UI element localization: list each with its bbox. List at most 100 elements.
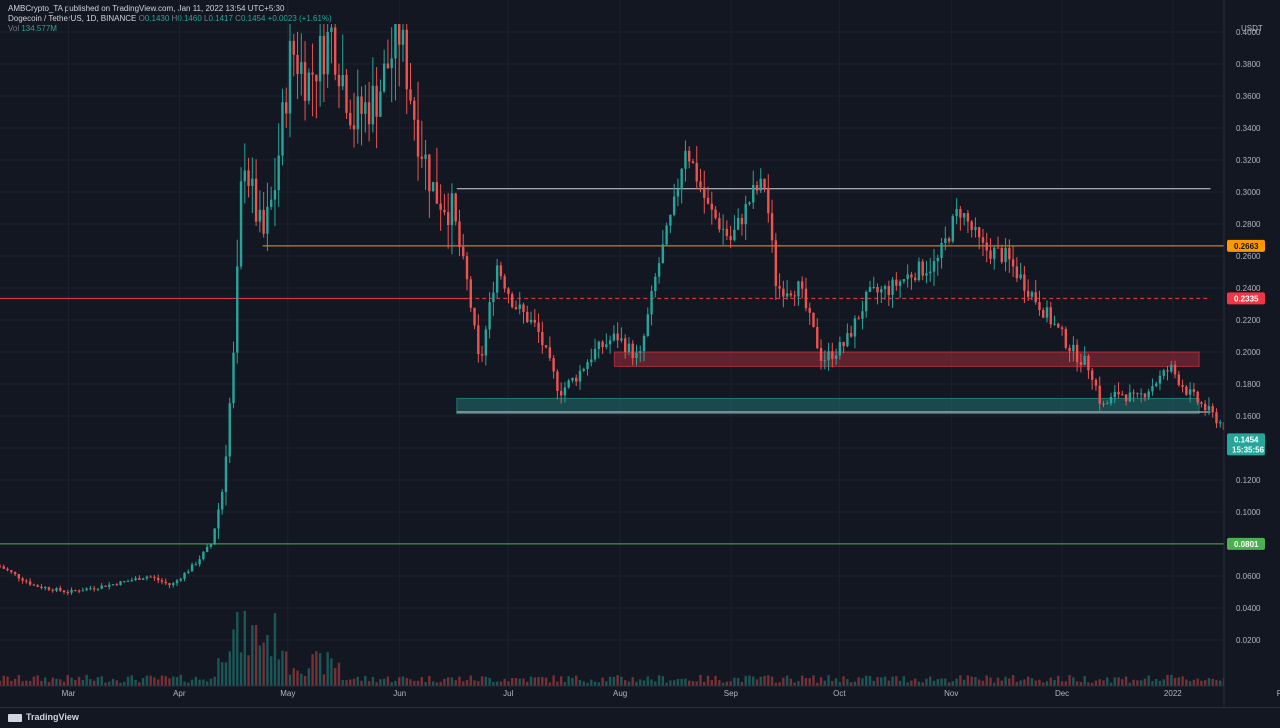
price-chart[interactable]: 0.4000 0.3800 0.3600 0.3400 0.3200 0.3000 0.28… <box>0 0 1280 707</box>
candle-body <box>469 279 472 308</box>
candle-body <box>642 335 646 352</box>
volume-bar <box>1203 680 1207 686</box>
candle-body <box>160 580 164 582</box>
candle-body <box>352 125 356 130</box>
candle-body <box>1019 274 1022 279</box>
candle-body <box>1113 391 1116 397</box>
candle-body <box>1124 394 1128 402</box>
volume-bar <box>684 678 687 686</box>
candle-body <box>563 387 567 396</box>
volume-bar <box>1075 681 1079 686</box>
volume-bar <box>77 676 81 686</box>
candle-body <box>269 199 273 207</box>
candle-body <box>183 572 186 579</box>
volume-bar <box>401 676 405 686</box>
candle-body <box>420 156 424 159</box>
volume-bar <box>563 682 567 686</box>
volume-bar <box>571 677 574 686</box>
price-tag-label: 0.0801 <box>1234 540 1259 549</box>
candle-body <box>477 325 480 355</box>
volume-bar <box>130 675 134 686</box>
volume-bar <box>706 675 710 686</box>
volume-bar <box>21 681 24 686</box>
candle-body <box>1057 323 1060 328</box>
volume-bar <box>1045 681 1049 686</box>
volume-bar <box>51 677 54 686</box>
candle-body <box>729 236 732 241</box>
candle-body <box>1211 406 1214 413</box>
candle-body <box>1151 385 1154 392</box>
candle-body <box>808 308 811 313</box>
volume-bar <box>514 677 518 686</box>
candle-body <box>857 318 860 320</box>
volume-bar <box>936 679 939 686</box>
candle-body <box>311 72 314 75</box>
candle-body <box>1219 422 1222 424</box>
candle-body <box>382 63 386 92</box>
candle-body <box>360 96 363 114</box>
volume-bar <box>729 681 732 686</box>
volume-bar <box>989 677 992 686</box>
volume-bar <box>1094 680 1098 686</box>
candle-body <box>962 213 966 218</box>
volume-bar <box>970 676 973 686</box>
candle-body <box>578 370 582 382</box>
candle-body <box>631 343 634 359</box>
time-tick-label: Dec <box>1055 689 1069 698</box>
volume-bar <box>281 650 284 686</box>
candle-body <box>657 263 661 277</box>
volume-bar <box>62 681 66 686</box>
candle-body <box>296 54 299 74</box>
candle-body <box>1166 370 1169 372</box>
volume-bar <box>251 625 254 686</box>
time-axis[interactable]: Mar Apr May Jun Jul Aug Sep Oct Nov Dec 2022 Feb <box>62 689 1280 698</box>
candle-body <box>239 181 243 267</box>
volume-bar <box>126 676 130 686</box>
volume-bar <box>70 677 73 686</box>
candle-body <box>552 358 555 372</box>
volume-bar <box>853 681 857 686</box>
volume-bar <box>831 681 834 686</box>
volume-bar <box>816 682 819 686</box>
tradingview-logo[interactable]: TradingView <box>8 712 79 722</box>
candle-body <box>936 257 939 262</box>
candle-body <box>1079 362 1083 365</box>
candle-body <box>744 203 747 225</box>
candle-body <box>2 566 5 569</box>
candle-body <box>1215 412 1218 424</box>
volume-bar <box>676 678 680 686</box>
volume-bar <box>996 677 1000 686</box>
candle-body <box>921 261 924 276</box>
price-tick-label: 0.3400 <box>1236 124 1261 133</box>
volume-bar <box>1102 680 1105 686</box>
candle-body <box>349 112 352 126</box>
volume-bar <box>307 668 311 686</box>
candle-body <box>533 319 536 323</box>
volume-bar <box>318 653 322 686</box>
candle-body <box>1143 393 1147 398</box>
candle-body <box>149 576 152 578</box>
candle-body <box>774 240 778 287</box>
candle-body <box>680 168 683 190</box>
grid <box>0 0 1224 686</box>
volume-bar <box>744 675 747 686</box>
candle-body <box>458 221 461 248</box>
volume-bar <box>699 674 702 686</box>
candle-body <box>164 581 167 584</box>
volume-bar <box>548 682 552 686</box>
candle-body <box>812 312 815 328</box>
volume-bar <box>891 676 894 686</box>
candle-body <box>929 271 932 274</box>
candle-body <box>330 27 333 32</box>
candle-body <box>108 584 111 587</box>
volume-bar <box>1004 676 1007 686</box>
volume-bar <box>1030 678 1034 686</box>
candle-body <box>194 564 198 566</box>
volume-bar <box>273 613 277 686</box>
time-tick-label: Aug <box>613 689 627 698</box>
price-tick-label: 0.3000 <box>1236 188 1261 197</box>
volume-bar <box>341 679 344 686</box>
volume-bar <box>1170 674 1173 686</box>
price-tick-label: 0.0400 <box>1236 604 1261 613</box>
price-axis[interactable] <box>1224 0 1280 707</box>
